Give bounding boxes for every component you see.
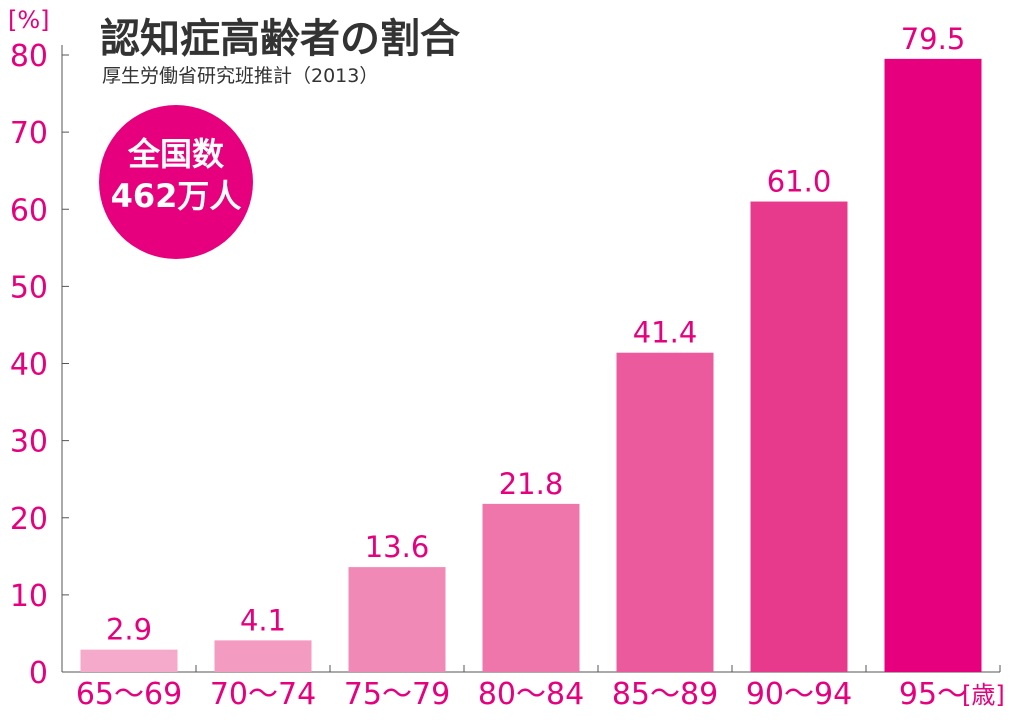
y-tick-label: 10 — [10, 579, 48, 614]
bar — [348, 567, 446, 672]
y-axis-unit: [%] — [8, 6, 50, 34]
bars: 2.9 65〜69 4.1 70〜74 13.6 75〜79 21.8 80〜84 41.4 85… — [76, 22, 982, 712]
y-tick-label: 40 — [10, 348, 48, 383]
bar-value-label: 21.8 — [499, 467, 564, 501]
bar — [884, 58, 982, 672]
bar-value-label: 41.4 — [633, 316, 698, 350]
bar — [482, 503, 580, 672]
bar — [616, 352, 714, 672]
chart-subtitle: 厚生労働省研究班推計（2013） — [102, 65, 378, 87]
x-tick-label: 70〜74 — [210, 677, 316, 712]
y-tick-label: 50 — [10, 270, 48, 305]
bar-value-label: 4.1 — [240, 603, 286, 637]
y-tick-label: 80 — [10, 39, 48, 74]
x-tick-label: 80〜84 — [478, 677, 584, 712]
badge-line1: 全国数 — [127, 135, 225, 173]
chart-title: 認知症高齢者の割合 — [100, 16, 460, 62]
bar-value-label: 79.5 — [901, 22, 966, 56]
y-tick-label: 30 — [10, 425, 48, 460]
axes: 0 10 20 30 40 50 60 70 80 — [10, 39, 1001, 691]
x-axis-unit: [歳] — [962, 681, 1005, 709]
bar — [750, 201, 848, 672]
y-tick-label: 70 — [10, 116, 48, 151]
badge-circle — [99, 105, 253, 259]
badge: 全国数 462万人 — [99, 105, 253, 259]
bar — [214, 640, 312, 672]
bar-value-label: 13.6 — [365, 530, 430, 564]
x-tick-label: 75〜79 — [344, 677, 450, 712]
y-tick-label: 0 — [29, 656, 48, 691]
x-tick-label: 85〜89 — [612, 677, 718, 712]
badge-line2: 462万人 — [111, 177, 242, 215]
bar-value-label: 61.0 — [767, 165, 832, 199]
bar-value-label: 2.9 — [106, 613, 152, 647]
bar — [80, 649, 178, 672]
x-tick-label: 90〜94 — [746, 677, 852, 712]
y-tick-label: 20 — [10, 502, 48, 537]
x-tick-label: 65〜69 — [76, 677, 182, 712]
y-tick-label: 60 — [10, 193, 48, 228]
x-tick-label: 95〜 — [899, 677, 967, 712]
